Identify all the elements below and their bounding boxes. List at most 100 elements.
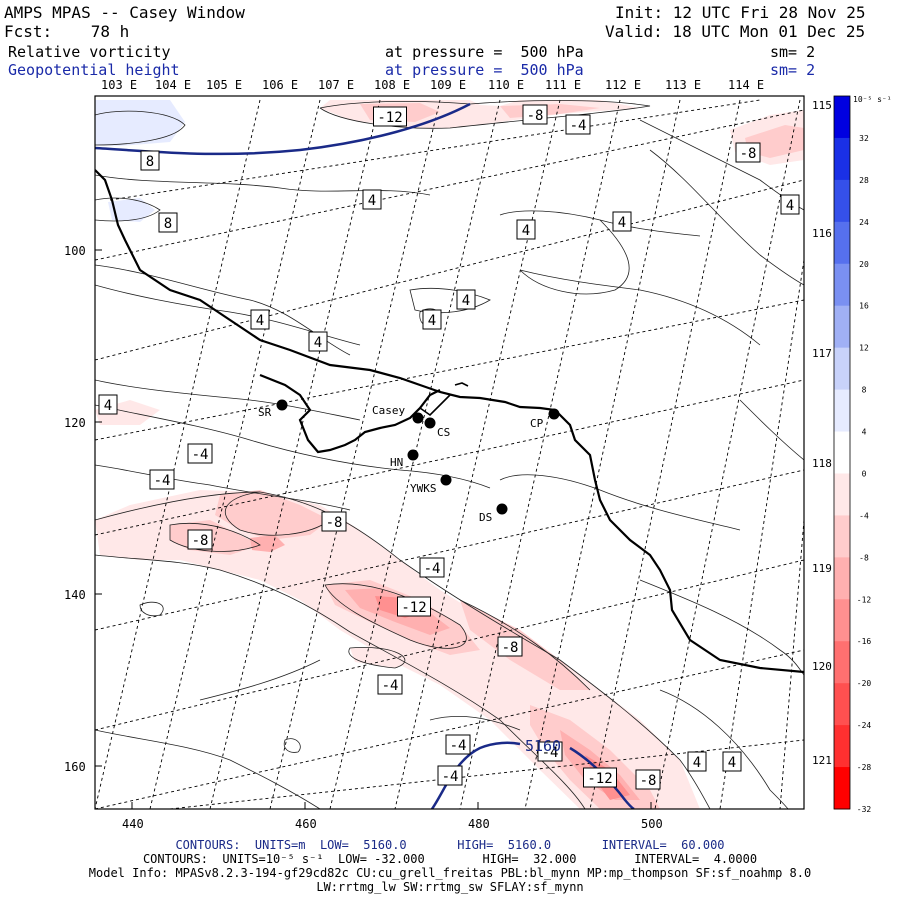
colorbar-swatch <box>834 221 850 265</box>
svg-text:4: 4 <box>786 198 794 214</box>
contour-label: -4 <box>187 443 213 464</box>
x-axis-tick: 500 <box>641 817 663 831</box>
vorticity-contours <box>95 100 804 809</box>
contour-label: -4 <box>445 734 471 755</box>
coastline <box>95 169 804 674</box>
colorbar-swatch <box>834 557 850 600</box>
contour-label: -4 <box>565 114 591 135</box>
colorbar-swatch <box>834 179 850 223</box>
contour-label: 8 <box>158 212 178 233</box>
colorbar-tick: 8 <box>862 386 867 395</box>
top-lon-label: 106 E <box>262 78 299 92</box>
station-marker <box>412 412 424 424</box>
top-lon-label: 111 E <box>545 78 582 92</box>
field2-smoothing: sm= 2 <box>770 61 816 79</box>
coastline <box>259 373 441 454</box>
colorbar-swatch <box>834 683 850 726</box>
svg-text:-4: -4 <box>570 118 587 134</box>
contour-label: 4 <box>308 331 328 352</box>
contour-label: 5160 <box>525 737 561 755</box>
station-marker <box>440 474 452 486</box>
colorbar-swatch <box>834 767 850 810</box>
contour-label: 4 <box>612 211 632 232</box>
colorbar-tick: -12 <box>857 595 872 604</box>
svg-text:4: 4 <box>428 313 436 329</box>
colorbar-tick: 28 <box>859 176 869 185</box>
station-marker <box>496 503 508 515</box>
station-marker <box>276 399 288 411</box>
geopotential-contour <box>569 746 635 809</box>
x-axis-tick: 440 <box>122 817 144 831</box>
svg-text:4: 4 <box>728 755 736 771</box>
colorbar-tick: 24 <box>859 218 869 227</box>
footer-vorticity-contours: CONTOURS: UNITS=10⁻⁵ s⁻¹ LOW= -32.000 HI… <box>142 852 758 866</box>
svg-text:-8: -8 <box>502 640 519 656</box>
station-label: CP <box>530 417 544 430</box>
colorbar-tick: -8 <box>859 553 869 562</box>
colorbar-tick: -24 <box>857 721 872 730</box>
footer-height-contours: CONTOURS: UNITS=m LOW= 5160.0 HIGH= 5160… <box>175 838 725 852</box>
contour-label: 4 <box>98 394 118 415</box>
contour-label: -4 <box>377 674 403 695</box>
colorbar-tick: -32 <box>857 805 872 814</box>
vorticity-shading <box>460 600 590 690</box>
svg-text:4: 4 <box>522 223 530 239</box>
svg-text:-8: -8 <box>192 533 209 549</box>
svg-text:8: 8 <box>164 216 172 232</box>
plot-frame <box>94 95 805 810</box>
top-lon-label: 105 E <box>206 78 243 92</box>
contour-label: -4 <box>437 765 463 786</box>
y-axis-tick: 100 <box>64 244 86 258</box>
svg-text:-4: -4 <box>442 769 459 785</box>
top-lon-label: 107 E <box>318 78 355 92</box>
contour-label: 4 <box>456 289 476 310</box>
contour-label: 4 <box>722 751 742 772</box>
top-lon-label: 112 E <box>605 78 642 92</box>
init-time: Init: 12 UTC Fri 28 Nov 25 <box>615 3 866 22</box>
contour-label: -4 <box>537 741 563 762</box>
field2-level: at pressure = 500 hPa <box>385 61 584 79</box>
vorticity-shading <box>250 535 285 552</box>
svg-text:-4: -4 <box>154 473 171 489</box>
svg-text:4: 4 <box>618 215 626 231</box>
footer-model-info: Model Info: MPASv8.2.3-194-gf29cd82c CU:… <box>88 866 812 880</box>
colorbar-swatch <box>834 473 850 516</box>
svg-text:4: 4 <box>314 335 322 351</box>
field1-smoothing: sm= 2 <box>770 43 816 61</box>
footer-model-info-2: LW:rrtmg_lw SW:rrtmg_sw SFLAY:sf_mynn <box>316 880 584 894</box>
svg-text:-4: -4 <box>450 738 467 754</box>
svg-text:-4: -4 <box>424 561 441 577</box>
top-lon-label: 109 E <box>430 78 467 92</box>
contour-label: -4 <box>149 469 175 490</box>
colorbar-swatch <box>834 137 850 181</box>
svg-text:-8: -8 <box>326 515 343 531</box>
colorbar-swatch <box>834 431 850 474</box>
station-label: DS <box>479 511 492 524</box>
station-label: SR <box>258 406 272 419</box>
svg-text:5160: 5160 <box>525 737 561 755</box>
colorbar-swatch <box>834 305 850 349</box>
top-lon-label: 104 E <box>155 78 192 92</box>
contour-label: -8 <box>735 142 761 163</box>
colorbar-swatch <box>834 641 850 684</box>
x-axis-tick: 460 <box>295 817 317 831</box>
contour-label: -12 <box>397 596 431 617</box>
graticule <box>95 99 804 809</box>
colorbar-tick: -16 <box>857 637 872 646</box>
svg-text:-12: -12 <box>401 600 426 616</box>
field2-name: Geopotential height <box>8 61 180 79</box>
svg-text:4: 4 <box>104 398 112 414</box>
svg-text:-4: -4 <box>542 745 559 761</box>
axis-ticks <box>95 249 652 809</box>
y-axis-tick: 160 <box>64 760 86 774</box>
contour-label: -8 <box>187 529 213 550</box>
colorbar-frame <box>833 95 851 810</box>
contour-label: -8 <box>522 104 548 125</box>
y-axis-tick: 140 <box>64 588 86 602</box>
station-label: HN <box>390 456 403 469</box>
contour-label: -12 <box>583 767 617 788</box>
station-markers: SR Casey CS HN CP YWKS DS <box>258 399 560 524</box>
contour-label: -4 <box>419 557 445 578</box>
contour-label: -8 <box>635 769 661 790</box>
contour-label: -12 <box>373 106 407 127</box>
